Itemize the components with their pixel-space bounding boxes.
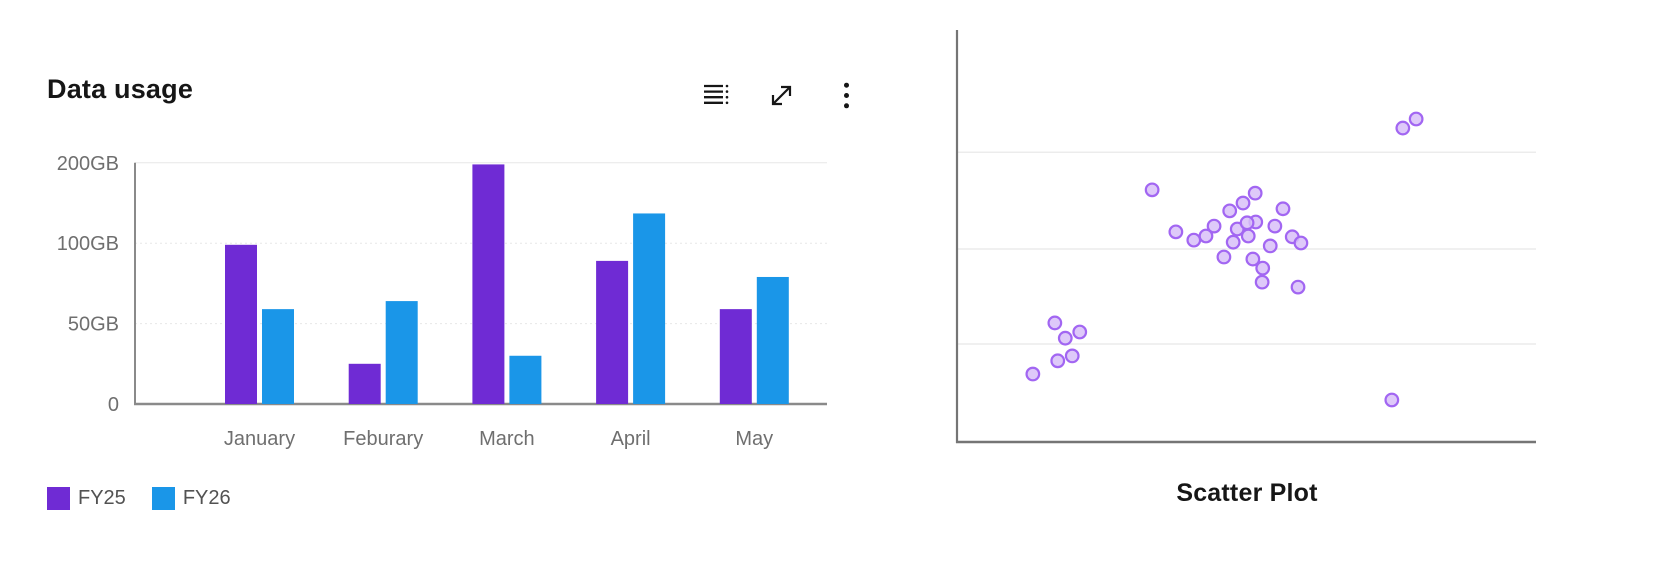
scatter-point[interactable] [1239,215,1255,231]
scatter-point[interactable] [1222,203,1238,219]
fy26-label: FY26 [182,487,231,509]
bar-FY26-January[interactable] [262,309,294,404]
fy26-swatch [151,487,175,510]
bar-FY25-Feburary[interactable] [348,363,381,404]
scatter-point[interactable] [1144,182,1160,198]
scatter-point[interactable] [1247,185,1263,201]
bar-FY26-May[interactable] [756,276,789,404]
scatter-point[interactable] [1198,228,1214,244]
scatter-point[interactable] [1395,120,1411,136]
scatter-point[interactable] [1057,330,1073,346]
scatter-point[interactable] [1255,260,1271,276]
x-category-label: April [611,428,651,450]
scatter-point[interactable] [1384,392,1400,408]
bar-chart-toolbar [700,79,862,111]
scatter-point[interactable] [1240,228,1256,244]
scatter-point[interactable] [1275,201,1291,217]
scatter-chart-plot [955,30,1536,444]
expand-icon [768,82,795,109]
y-tick-label: 200GB [57,153,119,175]
x-category-label: Feburary [343,428,423,450]
scatter-point[interactable] [1064,348,1080,364]
scatter-point[interactable] [1235,195,1251,211]
expand-button[interactable] [765,79,797,111]
fy25-swatch [47,487,70,510]
scatter-point[interactable] [1216,249,1232,265]
legend-item-fy26[interactable]: FY26 [151,487,231,510]
scatter-point[interactable] [1050,353,1066,369]
bar-FY26-Feburary[interactable] [385,301,418,404]
data-table-button[interactable] [700,79,732,111]
bar-FY26-March[interactable] [509,355,542,404]
x-category-label: January [224,428,295,450]
scatter-point[interactable] [1186,232,1202,248]
scatter-point[interactable] [1168,224,1184,240]
bar-FY25-April[interactable] [596,260,629,404]
y-tick-label: 0 [108,394,119,416]
bar-FY25-May[interactable] [719,309,752,404]
scatter-point[interactable] [1290,279,1306,295]
overflow-menu-icon [833,82,860,109]
data-table-icon [703,82,729,108]
scatter-point[interactable] [1293,235,1309,251]
bar-FY25-January[interactable] [225,244,257,404]
overflow-menu-button[interactable] [830,79,862,111]
scatter-point[interactable] [1408,111,1424,127]
bar-FY26-April[interactable] [633,213,666,404]
y-tick-label: 100GB [57,233,119,255]
legend-item-fy25[interactable]: FY25 [47,487,126,510]
x-category-label: March [479,428,535,450]
bar-chart-legend: FY25 FY26 [47,487,231,510]
y-tick-label: 50GB [68,314,119,336]
scatter-point[interactable] [1206,218,1222,234]
scatter-point[interactable] [1245,251,1261,267]
scatter-chart-title: Scatter Plot [1176,479,1318,507]
scatter-point[interactable] [1025,366,1041,382]
scatter-point[interactable] [1267,218,1283,234]
scatter-point[interactable] [1072,324,1088,340]
scatter-point[interactable] [1254,274,1270,290]
bar-FY25-March[interactable] [472,164,505,404]
scatter-point[interactable] [1225,234,1241,250]
scatter-point[interactable] [1262,238,1278,254]
bar-chart-plot: 0 50GB 100GB 200GB January Feburary March April… [57,153,827,450]
x-category-label: May [735,428,773,450]
fy25-label: FY25 [78,487,126,509]
scatter-point[interactable] [1047,315,1063,331]
bar-chart-title: Data usage [47,74,194,104]
